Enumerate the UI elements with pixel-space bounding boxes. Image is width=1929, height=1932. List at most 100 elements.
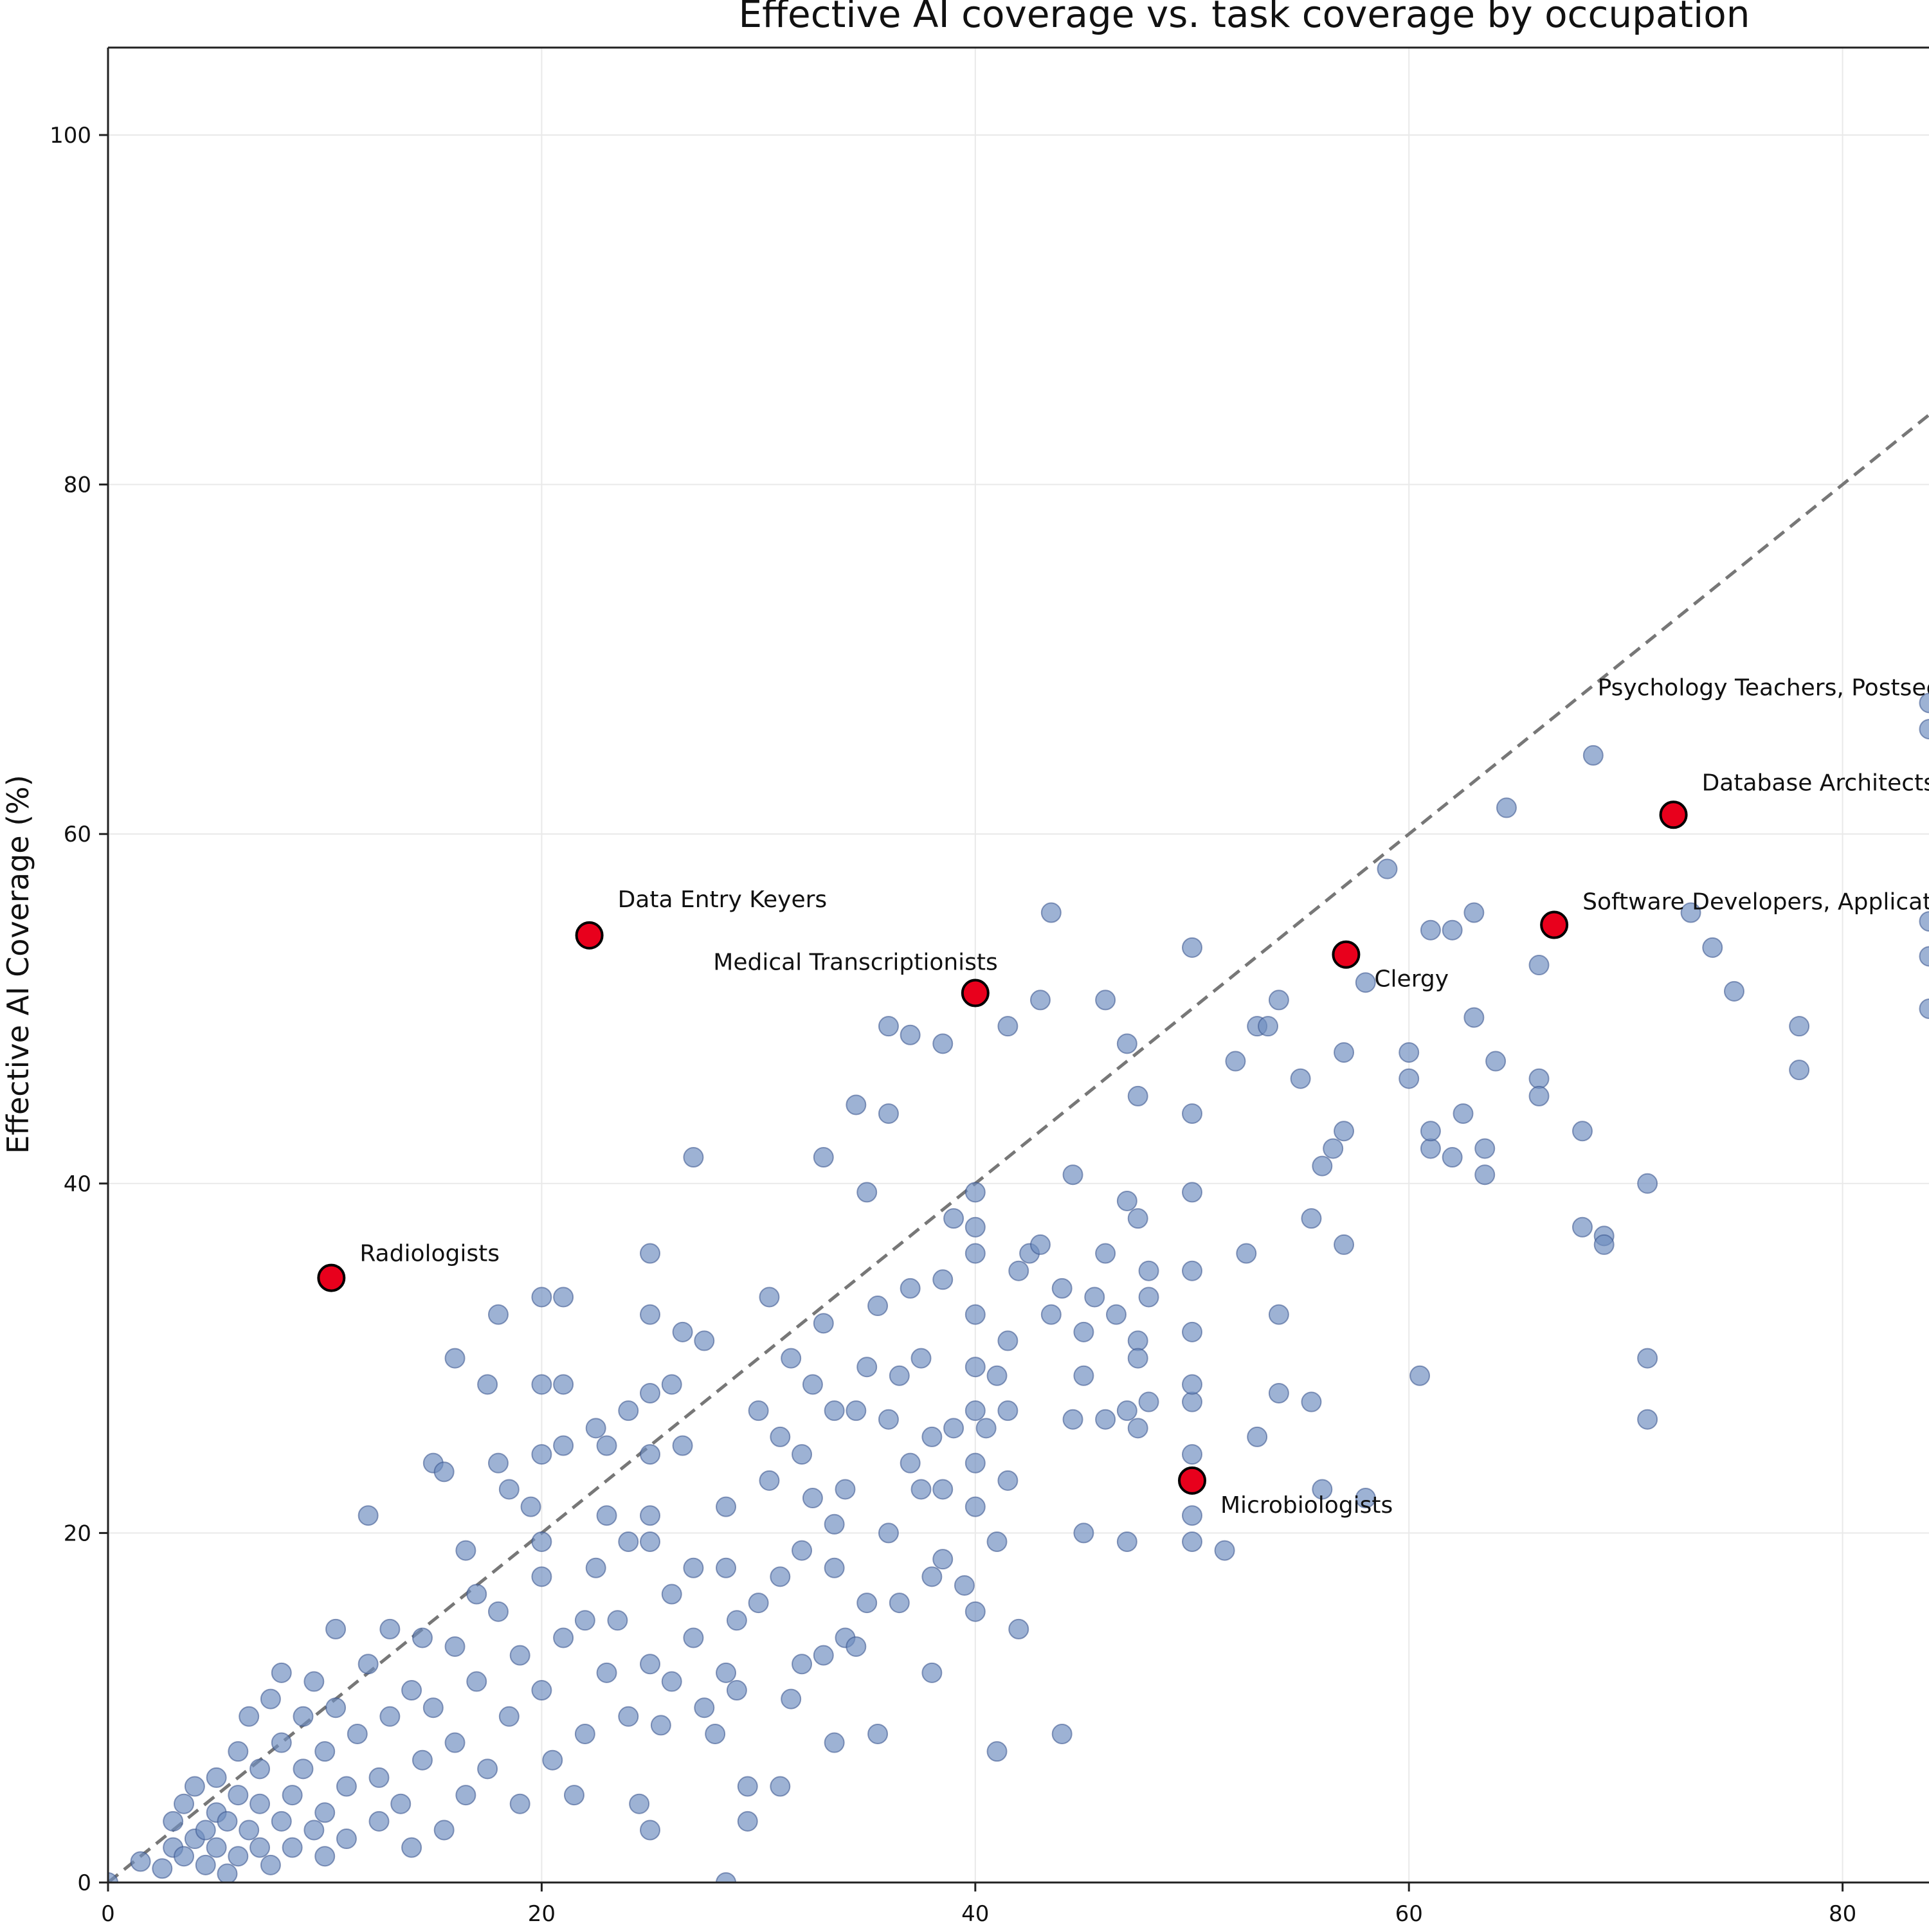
data-point — [1442, 919, 1463, 941]
data-point — [650, 1715, 671, 1736]
data-point — [1680, 902, 1701, 923]
data-point — [553, 1435, 574, 1456]
data-point — [856, 1182, 878, 1203]
data-point — [358, 1505, 379, 1526]
data-point — [1029, 1234, 1051, 1255]
data-point — [152, 1858, 173, 1879]
data-point — [792, 1540, 813, 1561]
point-label: Software Developers, Applications — [1582, 889, 1929, 916]
data-point — [455, 1540, 476, 1561]
data-point — [824, 1732, 845, 1753]
data-point — [986, 1531, 1008, 1552]
data-point — [716, 1872, 737, 1882]
data-point — [433, 1819, 455, 1841]
x-tick-label: 20 — [528, 1901, 556, 1927]
data-point — [271, 1732, 292, 1753]
data-point — [596, 1435, 617, 1456]
data-point — [1377, 858, 1398, 880]
data-point — [1225, 1051, 1246, 1072]
data-point — [618, 1531, 639, 1552]
data-point — [1334, 1042, 1355, 1063]
data-point — [716, 1557, 737, 1578]
data-point — [433, 1461, 455, 1483]
data-point — [921, 1426, 943, 1447]
data-point — [1919, 946, 1929, 967]
data-point — [1399, 1068, 1420, 1089]
data-point — [368, 1767, 390, 1788]
y-tick-label: 80 — [64, 473, 91, 498]
data-point — [1355, 1488, 1376, 1509]
data-point — [986, 1365, 1008, 1386]
data-point — [260, 1688, 281, 1710]
data-point — [163, 1810, 184, 1832]
data-point — [574, 1610, 595, 1631]
data-point — [640, 1304, 660, 1325]
data-point — [1496, 797, 1517, 818]
data-point — [1182, 1444, 1202, 1465]
data-point — [1127, 1348, 1148, 1369]
data-point — [661, 1584, 682, 1605]
chart-title: Effective AI coverage vs. task coverage … — [738, 0, 1750, 36]
data-point — [1182, 1182, 1202, 1203]
data-point — [1571, 1216, 1593, 1238]
data-point — [997, 1016, 1019, 1037]
x-tick-label: 40 — [961, 1901, 989, 1927]
data-point — [239, 1819, 260, 1841]
data-point — [260, 1854, 281, 1875]
annotation-label: Psychology Teachers, Postsecondary — [1598, 674, 1929, 701]
data-point — [1073, 1522, 1094, 1544]
data-point — [964, 1216, 986, 1238]
data-point — [1247, 1426, 1268, 1447]
point-label: Medical Transcriptionists — [713, 950, 998, 976]
data-point — [477, 1758, 498, 1780]
x-tick-label: 0 — [101, 1901, 115, 1927]
highlighted-point — [1659, 800, 1688, 829]
data-point — [661, 1374, 682, 1395]
data-point — [1789, 1060, 1810, 1081]
data-point — [444, 1732, 466, 1753]
data-point — [1528, 1085, 1550, 1106]
data-point — [1182, 1391, 1202, 1413]
data-point — [563, 1785, 584, 1806]
data-point — [640, 1531, 660, 1552]
data-point — [282, 1837, 303, 1858]
data-point — [1127, 1418, 1148, 1439]
data-point — [889, 1593, 910, 1614]
data-point — [640, 1382, 660, 1404]
data-point — [1182, 1505, 1202, 1526]
data-point — [932, 1033, 954, 1054]
data-point — [964, 1496, 986, 1517]
x-tick-label: 60 — [1395, 1901, 1423, 1927]
data-point — [1312, 1155, 1333, 1177]
data-point — [228, 1785, 249, 1806]
data-point — [1268, 1382, 1289, 1404]
data-point — [412, 1749, 433, 1771]
data-point — [282, 1785, 303, 1806]
data-point — [553, 1286, 574, 1308]
data-point — [964, 1357, 986, 1378]
highlighted-point — [1540, 910, 1569, 939]
point-label: Data Entry Keyers — [618, 887, 828, 913]
data-point — [705, 1723, 726, 1744]
data-point — [683, 1627, 704, 1648]
data-point — [964, 1400, 986, 1422]
data-point — [813, 1645, 834, 1666]
data-point — [867, 1296, 889, 1317]
data-point — [217, 1810, 238, 1832]
data-point — [661, 1671, 682, 1692]
data-point — [1268, 989, 1289, 1011]
data-point — [466, 1584, 487, 1605]
data-point — [1138, 1260, 1159, 1281]
data-point — [964, 1452, 986, 1474]
ticks: 0 20 40 60 80 0 20 40 60 80 100 — [50, 123, 1856, 1927]
data-point — [249, 1793, 271, 1814]
data-point — [1637, 1348, 1658, 1369]
data-point — [314, 1741, 336, 1762]
data-point — [954, 1575, 975, 1596]
data-point — [900, 1024, 921, 1045]
data-point — [1919, 692, 1929, 714]
data-point — [1323, 1138, 1344, 1159]
y-tick-label: 0 — [77, 1870, 91, 1896]
